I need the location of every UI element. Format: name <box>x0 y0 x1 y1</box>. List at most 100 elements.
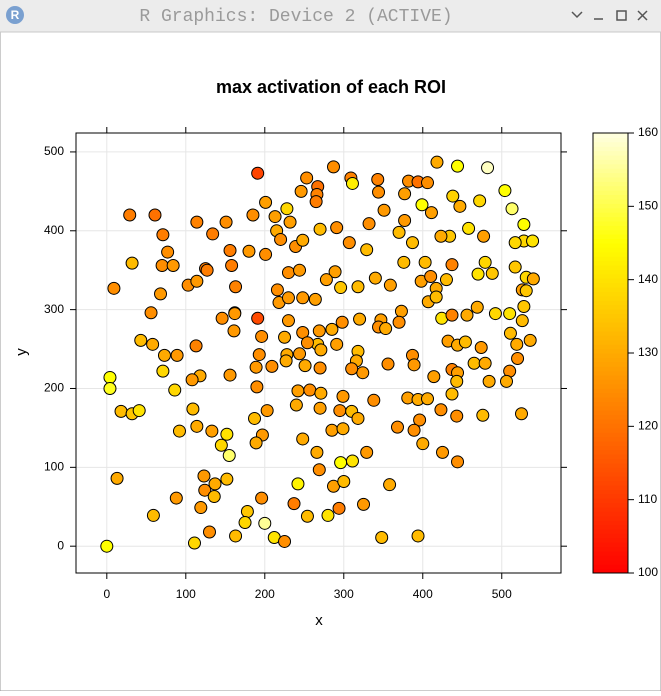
point <box>190 274 204 288</box>
point <box>397 255 411 269</box>
point <box>471 267 485 281</box>
point <box>424 206 438 220</box>
point <box>515 407 529 421</box>
point <box>187 536 201 550</box>
point <box>478 356 492 370</box>
point <box>478 255 492 269</box>
colorbar-swatch <box>593 146 628 152</box>
colorbar-swatch <box>593 304 628 310</box>
colorbar-swatch <box>593 419 628 424</box>
point <box>287 497 301 511</box>
point <box>476 408 490 422</box>
colorbar-swatch <box>593 212 628 218</box>
colorbar-swatch <box>593 322 628 328</box>
colorbar-swatch <box>593 423 628 429</box>
colorbar-swatch <box>593 454 628 460</box>
point <box>259 195 273 209</box>
colorbar-swatch <box>593 273 628 279</box>
colorbar-swatch <box>593 287 628 292</box>
chart-title: max activation of each ROI <box>216 77 446 97</box>
colorbar-swatch <box>593 568 628 574</box>
colorbar-swatch <box>593 546 628 552</box>
colorbar-swatch <box>593 467 628 473</box>
point <box>345 176 359 190</box>
point <box>383 278 397 292</box>
colorbar-swatch <box>593 238 628 244</box>
point <box>205 424 219 438</box>
point <box>194 501 208 515</box>
title-bar <box>0 0 661 32</box>
colorbar-swatch <box>593 260 628 266</box>
point <box>303 383 317 397</box>
colorbar-swatch <box>593 194 628 200</box>
colorbar-swatch <box>593 370 628 376</box>
colorbar-swatch <box>593 335 628 341</box>
point <box>392 315 406 329</box>
point <box>360 445 374 459</box>
point <box>156 364 170 378</box>
point <box>445 387 459 401</box>
colorbar-swatch <box>593 511 628 517</box>
point <box>278 330 292 344</box>
point <box>279 354 293 368</box>
point <box>460 308 474 322</box>
x-tick-label: 200 <box>255 587 275 601</box>
colorbar-swatch <box>593 181 628 187</box>
colorbar-swatch <box>593 471 628 477</box>
colorbar-swatch <box>593 348 628 354</box>
point <box>327 160 341 174</box>
colorbar-tick-label: 130 <box>638 345 658 359</box>
point <box>114 404 128 418</box>
colorbar-swatch <box>593 251 628 257</box>
colorbar-swatch <box>593 379 628 385</box>
point <box>360 243 374 257</box>
point <box>170 348 184 362</box>
point <box>103 381 117 395</box>
point <box>103 370 117 384</box>
colorbar-swatch <box>593 401 628 407</box>
point <box>477 229 491 243</box>
point <box>274 232 288 246</box>
point <box>296 291 310 305</box>
point <box>238 516 252 530</box>
colorbar-swatch <box>593 317 628 323</box>
point <box>345 454 359 468</box>
point <box>155 258 169 272</box>
point <box>335 315 349 329</box>
point <box>505 202 519 216</box>
maximize-button[interactable] <box>616 10 627 21</box>
point <box>511 352 525 366</box>
point <box>488 307 502 321</box>
point <box>377 203 391 217</box>
point <box>265 359 279 373</box>
point <box>308 292 322 306</box>
colorbar-swatch <box>593 449 628 455</box>
point <box>110 471 124 485</box>
point <box>398 214 412 228</box>
colorbar-swatch <box>593 414 628 420</box>
colorbar-swatch <box>593 361 628 367</box>
colorbar-swatch <box>593 150 628 156</box>
point <box>407 423 421 437</box>
close-button[interactable] <box>637 10 648 21</box>
point <box>407 358 421 372</box>
point <box>367 393 381 407</box>
colorbar-swatch <box>593 163 628 169</box>
point <box>394 304 408 318</box>
point <box>293 347 307 361</box>
point <box>296 233 310 247</box>
point <box>503 326 517 340</box>
point <box>427 370 441 384</box>
colorbar-swatch <box>593 383 628 389</box>
point <box>260 404 274 418</box>
point <box>508 260 522 274</box>
point <box>312 324 326 338</box>
shade-button[interactable] <box>571 11 583 19</box>
point <box>356 366 370 380</box>
point <box>252 348 266 362</box>
point <box>289 398 303 412</box>
point <box>258 516 272 530</box>
point <box>197 469 211 483</box>
point <box>300 509 314 523</box>
